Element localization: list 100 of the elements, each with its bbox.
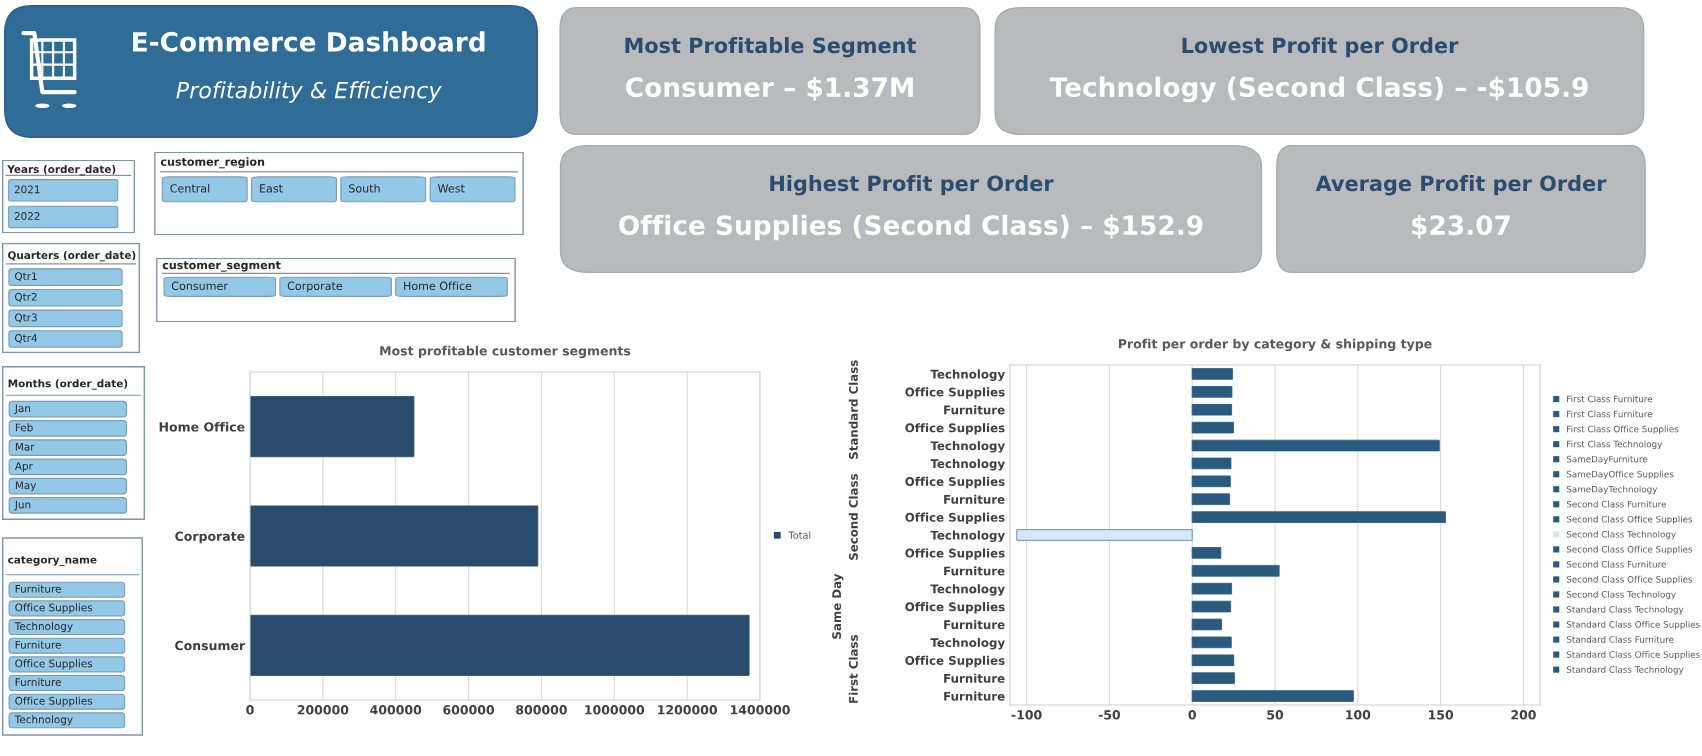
bar [250,505,539,567]
text: Home Office [404,281,472,291]
text: Qtr2 [15,292,37,302]
text: Feb [15,423,33,432]
text: Average Profit per Order [1315,175,1607,196]
text: Corporate [287,281,343,293]
y-tick-label: Corporate [175,531,245,544]
x-tick-label: 1400000 [730,705,790,715]
x-tick-label: 600000 [443,705,495,715]
text: Lowest Profit per Order [1182,37,1459,58]
text: Furniture [15,677,61,687]
y-tick-label: Technology [930,584,1005,596]
x-tick-label: 1200000 [658,705,717,715]
legend-label: Second Class Furniture [1566,500,1666,508]
text: 2022 [14,212,40,220]
text: May [15,481,37,492]
legend-label: First Class Technology [1567,440,1663,450]
legend-label: First Class Office Supplies [1567,425,1679,435]
text: Qtr4 [15,334,38,344]
text: Months (order_date) [8,379,128,390]
text: Jan [14,404,31,415]
y-tick-label: Office Supplies [905,602,1005,614]
y-tick-label: Furniture [944,405,1005,415]
x-tick-label: 150 [1428,710,1454,720]
text: Office Supplies [15,603,93,614]
y-tick-label: Office Supplies [905,655,1005,668]
text: Furniture [15,640,61,649]
text: Years (order_date) [7,165,116,176]
y-tick-label: Furniture [944,619,1005,630]
y-tick-label: Furniture [944,494,1005,504]
legend-label: Standard Class Furniture [1566,635,1674,643]
legend-label: Standard Class Office Supplies [1566,651,1700,660]
y-tick-label: Furniture [944,673,1005,683]
y-tick-label: Technology [930,530,1005,543]
text: South [349,183,380,193]
text: Same Day [832,573,844,639]
y-tick-label: Office Supplies [905,387,1005,399]
legend-label: SameDayFurniture [1566,455,1648,465]
x-tick-label: 100 [1346,710,1371,720]
x-tick-label: 0 [1188,710,1196,720]
x-tick-label: 800000 [516,705,567,715]
legend-label: Total [788,531,811,539]
legend-label: Second Class Furniture [1566,560,1666,568]
text: customer_segment [162,261,281,272]
text: Technology (Second Class) – -$105.9 [1049,76,1588,103]
legend-label: SameDayTechnology [1566,485,1658,495]
legend-label: First Class Furniture [1567,410,1653,418]
y-tick-label: Home Office [159,421,245,432]
x-tick-label: 0 [246,705,254,715]
x-tick-label: 200000 [297,705,349,715]
text: Apr [14,462,33,472]
text: Office Supplies [15,659,93,670]
text: Highest Profit per Order [770,175,1054,196]
text: Office Supplies (Second Class) – $152.9 [619,214,1203,241]
y-tick-label: Technology [930,458,1005,471]
text: Most Profitable Segment [625,37,916,58]
y-tick-label: Office Supplies [905,548,1005,560]
legend-label: Standard Class Technology [1566,666,1684,675]
text: Central [170,183,210,193]
text: Mar [15,442,35,451]
legend-label: Standard Class Technology [1566,605,1684,615]
legend-label: Second Class Office Supplies [1566,575,1693,585]
text: Jun [14,500,31,511]
text: category_name [8,556,97,566]
y-tick-label: Furniture [944,691,1005,701]
x-tick-label: 400000 [370,705,422,715]
text: 2021 [14,185,40,194]
text: Qtr1 [15,272,37,282]
chart-title: Profit per order by category & shipping type [1118,338,1432,352]
x-tick-label: -100 [1011,710,1042,720]
x-tick-label: 50 [1267,710,1284,720]
legend-label: Second Class Office Supplies [1566,515,1693,525]
x-tick-label: 200 [1511,710,1536,720]
legend-label: Standard Class Office Supplies [1566,620,1700,630]
text: Furniture [15,584,61,593]
bar [250,396,415,458]
y-tick-label: Consumer [175,640,246,651]
text: East [260,184,283,193]
text: $23.07 [1412,214,1510,239]
legend-label: Second Class Technology [1566,590,1676,600]
legend-label: Second Class Technology [1566,530,1676,540]
y-tick-label: Technology [930,637,1005,650]
x-tick-label: 1000000 [585,705,645,715]
y-tick-label: Office Supplies [905,476,1005,489]
text: Qtr3 [15,313,37,323]
x-tick-label: -50 [1098,710,1121,720]
legend-label: First Class Furniture [1567,395,1653,403]
chart-title: Most profitable customer segments [380,345,631,359]
bar [250,614,750,676]
y-tick-label: Technology [930,441,1005,453]
y-tick-label: Technology [930,369,1005,381]
text: Consumer – $1.37M [626,76,913,101]
text: Technology [14,622,73,633]
text: E-Commerce Dashboard [133,31,485,52]
text: Quarters (order_date) [8,251,136,262]
y-tick-label: Office Supplies [905,512,1005,525]
text: Office Supplies [15,696,93,707]
text: customer_region [160,157,265,169]
text: West [437,184,465,193]
text: Standard Class [848,360,858,459]
